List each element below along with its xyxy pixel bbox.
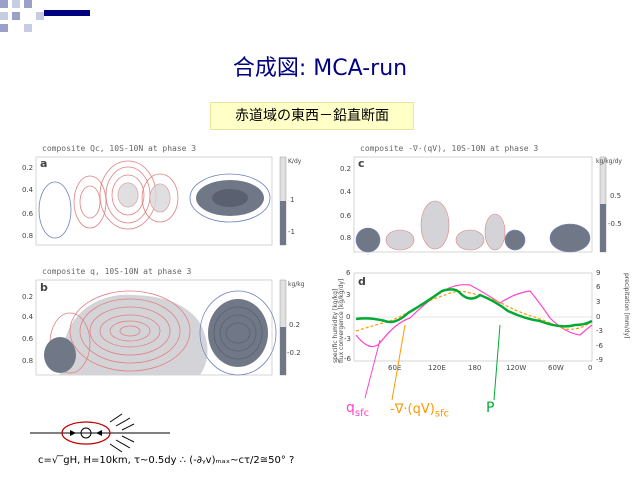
panel-c-title: composite -∇·(qV), 10S-10N at phase 3 (360, 144, 539, 153)
panel-a-cbar-tick-1: 1 (290, 196, 295, 204)
annotation-flux-text: -∇·(qV) (390, 402, 435, 417)
panel-c-plot (353, 156, 607, 253)
slide-title: 合成図: MCA-run (232, 56, 408, 81)
annotation-qsfc: qsfc (346, 400, 369, 419)
panel-d-ylabel-right: precipitation [mm/dy] (623, 273, 630, 339)
panel-d-left-tick: 6 (346, 269, 351, 277)
panel-d-left-tick: -6 (344, 355, 351, 363)
panel-a-ytick: 0.2 (22, 164, 34, 172)
panel-c-ytick: 0.4 (340, 188, 352, 196)
decorative-squares (0, 0, 90, 40)
panel-d-right-tick: 9 (596, 269, 601, 277)
panel-c: composite -∇·(qV), 10S-10N at phase 3 c … (330, 140, 640, 265)
annotation-qsfc-sub: sfc (354, 407, 370, 419)
panel-d-left-tick: -3 (344, 335, 351, 343)
panel-d-xtick: 120W (506, 364, 527, 372)
panel-d-right-tick: -6 (596, 342, 603, 350)
panel-c-cbar-tick-2: -0.5 (608, 220, 622, 228)
panel-b-plot (35, 279, 287, 376)
panel-d-right-tick: -3 (596, 327, 603, 335)
panel-d-plot (353, 272, 593, 362)
slide-subtitle: 赤道域の東西－鉛直断面 (210, 102, 414, 130)
annotation-precip: P (486, 400, 494, 416)
panel-d-label: d (358, 275, 366, 288)
panel-b-label: b (40, 281, 48, 294)
panel-d-xtick: 60E (388, 364, 402, 372)
panel-d-right-tick: 0 (596, 313, 601, 321)
panel-c-ytick: 0.8 (340, 234, 352, 242)
panel-a-cbar-tick-2: -1 (288, 228, 295, 236)
panel-a-unit: K/dy (288, 158, 302, 165)
panel-d-right-tick: 3 (596, 298, 601, 306)
annotation-precip-text: P (486, 400, 495, 416)
panel-a-plot (35, 156, 287, 246)
panel-d-xtick: 180 (468, 364, 482, 372)
panel-d-ylabel-left2: flux convergence [kg/kg/dy] (338, 278, 345, 363)
panel-b: composite q, 10S-10N at phase 3 b kg/kg … (0, 263, 310, 383)
annotation-qsfc-text: q (346, 400, 355, 416)
panel-c-unit: kg/kg/dy (596, 158, 622, 165)
panel-d-xtick: 60W (548, 364, 564, 372)
panel-a-label: a (40, 157, 48, 170)
panel-d-right-tick: 6 (596, 283, 601, 291)
panel-d-xtick: 0 (588, 364, 593, 372)
wave-diagram (30, 413, 170, 453)
panel-a: composite Qc, 10S-10N at phase 3 a K/dy … (0, 140, 310, 265)
panel-d: d 6 3 0 -3 -6 9 6 3 0 -3 -6 -9 specific … (330, 263, 640, 383)
panel-b-cbar-tick-1: 0.2 (289, 321, 301, 329)
annotation-flux: -∇·(qV)sfc (390, 402, 449, 420)
panel-a-ytick: 0.6 (22, 210, 34, 218)
panel-d-xtick: 120E (428, 364, 446, 372)
panel-d-left-tick: 3 (346, 291, 351, 299)
panel-b-ytick: 0.2 (22, 293, 34, 301)
panel-a-title: composite Qc, 10S-10N at phase 3 (42, 144, 197, 153)
annotation-flux-sub: sfc (434, 408, 450, 420)
panel-c-ytick: 0.2 (340, 165, 352, 173)
panel-c-label: c (358, 157, 365, 170)
panel-c-ytick: 0.6 (340, 212, 352, 220)
panel-b-title: composite q, 10S-10N at phase 3 (42, 267, 192, 276)
panel-b-unit: kg/kg (288, 281, 305, 288)
panel-b-ytick: 0.6 (22, 335, 34, 343)
panel-b-ytick: 0.8 (22, 357, 34, 365)
formula-text: c=√‾gH, H=10km, τ~0.5dy ∴ (-∂ᵧv)ₘₐₓ~cτ/2… (38, 455, 295, 466)
panel-d-right-tick: -9 (596, 356, 603, 364)
panel-b-cbar-tick-2: -0.2 (287, 349, 301, 357)
panel-a-ytick: 0.4 (22, 186, 34, 194)
panel-b-ytick: 0.4 (22, 313, 34, 321)
panel-a-ytick: 0.8 (22, 232, 34, 240)
panel-c-cbar-tick-1: 0.5 (610, 192, 622, 200)
panel-d-left-tick: 0 (346, 313, 351, 321)
